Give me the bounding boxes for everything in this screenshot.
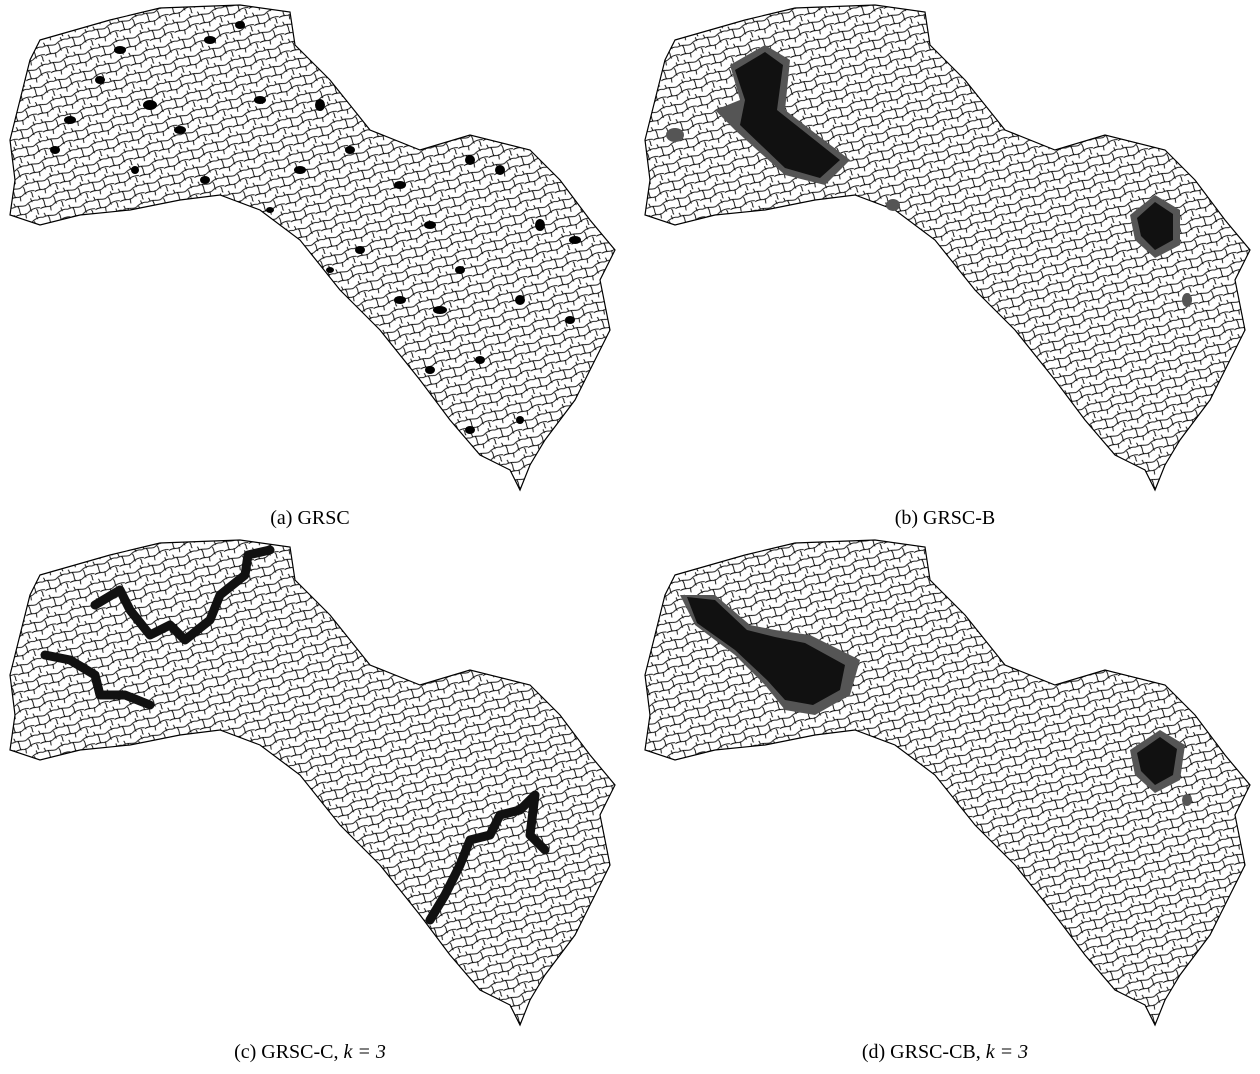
map-panel-b [635, 0, 1255, 495]
map-panel-d [635, 535, 1255, 1030]
subbasins [0, 0, 620, 495]
subbasins [0, 535, 620, 1030]
caption: (d) GRSC-CB, k = 3 [862, 1041, 1028, 1063]
boundary-region [1182, 794, 1192, 806]
caption-text: (c) GRSC-C, [234, 1041, 338, 1063]
caption: (c) GRSC-C, k = 3 [234, 1041, 386, 1063]
caption: (b) GRSC-B [895, 507, 996, 529]
boundary-region [886, 199, 900, 211]
caption-parameter: k = 3 [344, 1041, 386, 1063]
map-panel-a [0, 0, 620, 495]
figure: (a) GRSC (b) GRSC-B (c) GRSC-C, k = 3 (d… [0, 0, 1260, 1074]
caption-parameter: k = 3 [986, 1041, 1028, 1063]
boundary-region [666, 128, 684, 142]
map-panel-c [0, 535, 620, 1030]
page: (a) GRSC (b) GRSC-B (c) GRSC-C, k = 3 (d… [0, 0, 1260, 1074]
caption-text: (d) GRSC-CB, [862, 1041, 981, 1063]
boundary-region [1182, 293, 1192, 307]
caption: (a) GRSC [270, 507, 349, 529]
